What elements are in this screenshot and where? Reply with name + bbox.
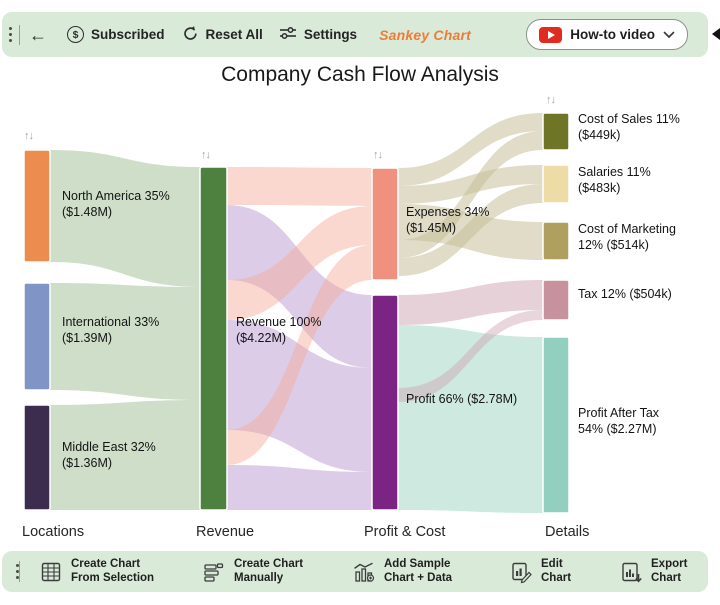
flow-expenses-to-cost-of-sales-2[interactable] — [398, 131, 543, 258]
column-label-details: Details — [545, 524, 590, 540]
node-salaries[interactable] — [542, 164, 570, 204]
node-north-america[interactable] — [23, 149, 51, 263]
add-sample-chart-button[interactable]: Add Sample Chart + Data — [352, 551, 452, 592]
label-cost-of-marketing: Cost of Marketing 12% ($514k) — [578, 222, 676, 252]
settings-button[interactable]: Settings — [279, 25, 357, 44]
create-chart-manually-label: Create Chart Manually — [234, 557, 304, 584]
column-label-profit-cost: Profit & Cost — [364, 524, 446, 540]
label-international: International 33% ($1.39M) — [62, 315, 160, 345]
youtube-icon — [539, 26, 563, 43]
label-profit-after-tax: Profit After Tax 54% ($2.27M) — [578, 406, 660, 436]
export-chart-icon — [619, 560, 643, 584]
node-expenses[interactable] — [371, 167, 399, 281]
column-label-locations: Locations — [22, 524, 85, 540]
howto-video-button[interactable]: How-to video — [526, 19, 688, 50]
label-cost-of-sales: Cost of Sales 11% ($449k) — [578, 112, 680, 142]
stacked-rows-icon — [202, 560, 226, 584]
add-sample-chart-label: Add Sample Chart + Data — [384, 557, 453, 584]
table-grid-icon — [39, 560, 63, 584]
create-chart-from-selection-button[interactable]: Create Chart From Selection — [39, 551, 154, 592]
node-middle-east[interactable] — [23, 404, 51, 511]
node-cost-of-sales[interactable] — [542, 112, 570, 151]
node-profit-after-tax[interactable] — [542, 336, 570, 514]
flow-expenses-to-cost-of-marketing[interactable] — [398, 204, 543, 260]
label-expenses: Expenses 34% ($1.45M) — [406, 205, 490, 235]
menu-kebab-icon[interactable] — [9, 27, 12, 42]
flow-middle-east-to-revenue[interactable] — [50, 400, 200, 510]
column-label-revenue: Revenue — [196, 524, 255, 540]
label-tax: Tax 12% ($504k) — [578, 287, 672, 301]
reset-icon — [182, 25, 199, 45]
node-tax[interactable] — [542, 279, 570, 321]
label-north-america: North America 35% ($1.48M) — [62, 189, 170, 219]
collapse-panel-arrow-icon[interactable] — [712, 28, 720, 40]
sort-icon-revenue[interactable]: ↑↓ — [201, 149, 211, 161]
node-cost-of-marketing[interactable] — [542, 221, 570, 261]
chevron-down-icon — [663, 31, 675, 38]
flow-revenue-to-profit-3[interactable] — [227, 465, 372, 510]
top-toolbar: ← $ Subscribed Reset All Settings Sankey… — [2, 12, 708, 57]
flow-international-to-revenue[interactable] — [50, 283, 200, 400]
export-chart-button[interactable]: Export Chart — [619, 551, 687, 592]
flow-profit-to-tax-1[interactable] — [398, 280, 543, 325]
sample-chart-icon — [352, 560, 376, 584]
settings-sliders-icon — [279, 25, 297, 44]
export-chart-label: Export Chart — [651, 557, 688, 584]
label-profit: Profit 66% ($2.78M) — [406, 392, 518, 406]
bottom-toolbar-divider — [19, 561, 20, 582]
sort-icon-locations[interactable]: ↑↓ — [24, 130, 34, 142]
flow-revenue-to-expenses-1[interactable] — [227, 167, 372, 206]
edit-chart-label: Edit Chart — [541, 557, 572, 584]
sort-icon-profit-cost[interactable]: ↑↓ — [373, 149, 383, 161]
flow-profit-to-profit-after-tax[interactable] — [398, 325, 543, 513]
flow-expenses-to-salaries-1[interactable] — [398, 165, 543, 204]
dollar-circle-icon: $ — [67, 26, 84, 43]
sort-icon-details[interactable]: ↑↓ — [546, 94, 556, 106]
edit-chart-button[interactable]: Edit Chart — [509, 551, 571, 592]
brand-label: Sankey Chart — [379, 26, 471, 43]
flow-revenue-to-expenses-3[interactable] — [227, 245, 372, 465]
flow-revenue-to-expenses-2[interactable] — [227, 206, 372, 320]
bottom-menu-kebab-icon[interactable] — [16, 564, 19, 579]
bottom-toolbar: Create Chart From Selection Create Chart… — [2, 551, 708, 592]
subscribed-button[interactable]: $ Subscribed — [67, 26, 165, 43]
node-international[interactable] — [23, 282, 51, 391]
reset-all-button[interactable]: Reset All — [182, 25, 263, 45]
create-chart-manually-button[interactable]: Create Chart Manually — [202, 551, 303, 592]
reset-all-label: Reset All — [205, 27, 263, 42]
flow-revenue-to-profit-2[interactable] — [227, 320, 372, 472]
flow-profit-to-tax-2[interactable] — [398, 310, 543, 402]
label-revenue: Revenue 100% ($4.22M) — [236, 315, 322, 345]
howto-video-label: How-to video — [570, 27, 655, 42]
node-revenue[interactable] — [199, 166, 228, 511]
flow-north-america-to-revenue[interactable] — [50, 150, 200, 287]
back-arrow-icon[interactable]: ← — [29, 24, 47, 45]
label-salaries: Salaries 11% ($483k) — [578, 165, 651, 195]
label-middle-east: Middle East 32% ($1.36M) — [62, 440, 156, 470]
node-profit[interactable] — [371, 294, 399, 511]
chart-title: Company Cash Flow Analysis — [221, 63, 499, 86]
flow-expenses-to-cost-of-sales-1[interactable] — [398, 113, 543, 186]
edit-chart-icon — [509, 560, 533, 584]
create-chart-from-selection-label: Create Chart From Selection — [71, 557, 155, 584]
settings-label: Settings — [303, 27, 358, 42]
toolbar-divider — [19, 24, 20, 45]
flow-revenue-to-profit-1[interactable] — [227, 205, 372, 368]
subscribed-label: Subscribed — [91, 27, 165, 42]
